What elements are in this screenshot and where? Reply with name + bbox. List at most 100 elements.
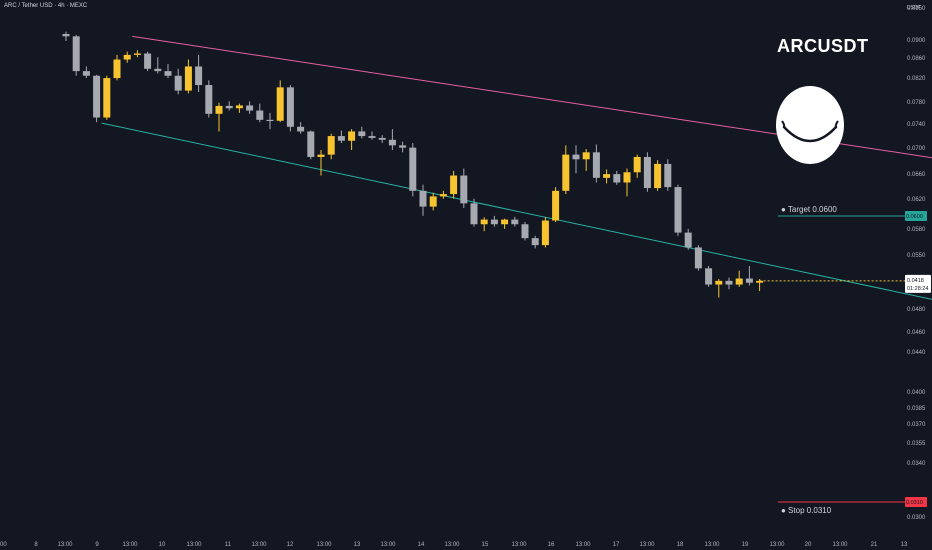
y-tick-label: 0.0740 [907,122,926,128]
candle-body [164,71,172,76]
candle-body [521,224,529,239]
candle-body [276,87,284,121]
x-tick-label: 13:00 [575,542,591,548]
candle-body [562,154,570,191]
candle-body [195,66,203,86]
candle-body [225,105,233,109]
candle-body [460,175,468,204]
y-tick-label: 0.0460 [907,330,926,336]
candle-body [664,163,672,188]
y-tick-label: 0.0820 [907,76,926,82]
x-tick-label: 13:00 [832,542,848,548]
candle-body [623,172,631,183]
x-tick-label: 13:00 [251,542,267,548]
target-price-flag [905,211,927,221]
x-tick-label: 13:00 [380,542,396,548]
candle-body [266,119,274,122]
chart-title: ARC / Tether USD · 4h · MEXC [4,3,88,9]
candle-body [511,219,519,225]
countdown-text: 01:28:24 [907,286,928,292]
y-tick-label: 0.0860 [907,56,926,62]
candle-body [501,219,509,225]
x-tick-label: 19 [742,542,749,548]
x-tick-label: 13:00 [639,542,655,548]
candle-body [113,59,121,79]
x-tick-label: 9 [95,542,99,548]
candle-body [327,136,335,155]
current-price-text: 0.0418 [907,278,924,284]
candle-body [378,137,386,140]
y-tick-label: 0.0440 [907,350,926,356]
x-tick-label: 13:00 [57,542,73,548]
x-tick-label: 21 [871,542,878,548]
candle-body [388,139,396,146]
candle-body [756,280,764,283]
candle-body [144,53,152,69]
candle-body [480,219,488,225]
candle-body [399,145,407,148]
candle-body [246,105,254,111]
x-tick-label: 12 [287,542,294,548]
x-tick-label: 13:00 [316,542,332,548]
resistance-trendline [132,35,932,159]
candle-body [541,220,549,246]
x-tick-label: 20 [805,542,812,548]
candle-body [62,34,70,37]
candle-body [490,219,498,225]
current-price-flag [905,274,931,293]
candle-body [409,147,417,191]
y-tick-label: 0.0660 [907,172,926,178]
candle-body [633,156,641,173]
x-tick-label: 13:00 [122,542,138,548]
candle-body [358,131,366,137]
smiley-face-icon [776,86,844,164]
y-tick-label: 0.0550 [907,253,926,259]
candle-body [582,152,590,160]
candle-body [348,131,356,141]
candle-body [552,190,560,221]
candle-body [725,280,733,285]
x-tick-label: 13:00 [704,542,720,548]
target-label: ● Target 0.0600 [781,205,837,214]
y-tick-label: 0.0620 [907,197,926,203]
y-tick-label: 0.0580 [907,227,926,233]
candle-body [450,175,458,195]
x-tick-label: 13:00 [186,542,202,548]
candle-body [654,163,662,189]
candle-body [286,87,294,127]
candle-body [470,203,478,225]
x-tick-label: 16 [548,542,555,548]
candle-body [317,154,325,157]
candle-body [205,85,213,114]
candle-body [572,154,580,160]
x-tick-label: 11 [225,542,232,548]
y-tick-label: 0.0900 [907,38,926,44]
candle-body [592,152,600,178]
candle-body [184,66,192,91]
y-tick-label: 0.0300 [907,515,926,521]
candle-body [154,68,162,72]
candle-body [307,131,315,157]
candle-body [705,268,713,285]
stop-price-flag [905,497,927,507]
x-tick-label: 13:00 [444,542,460,548]
candle-body [337,136,345,141]
candle-body [256,110,264,120]
candle-body [297,126,305,132]
x-tick-label: 13 [354,542,361,548]
y-tick-label: 0.0700 [907,146,926,152]
candle-body [82,71,90,76]
currency-label: USDT [907,5,921,11]
candle-body [715,280,723,285]
y-tick-label: 0.0355 [907,441,926,447]
candle-body [235,105,243,109]
x-tick-label: 13:00 [769,542,785,548]
x-tick-label: 13:00 [511,542,527,548]
candle-body [174,75,182,91]
x-tick-label: 8 [34,542,38,548]
candle-body [439,194,447,197]
candle-body [745,278,753,283]
candle-body [429,196,437,207]
support-trendline [101,122,932,300]
